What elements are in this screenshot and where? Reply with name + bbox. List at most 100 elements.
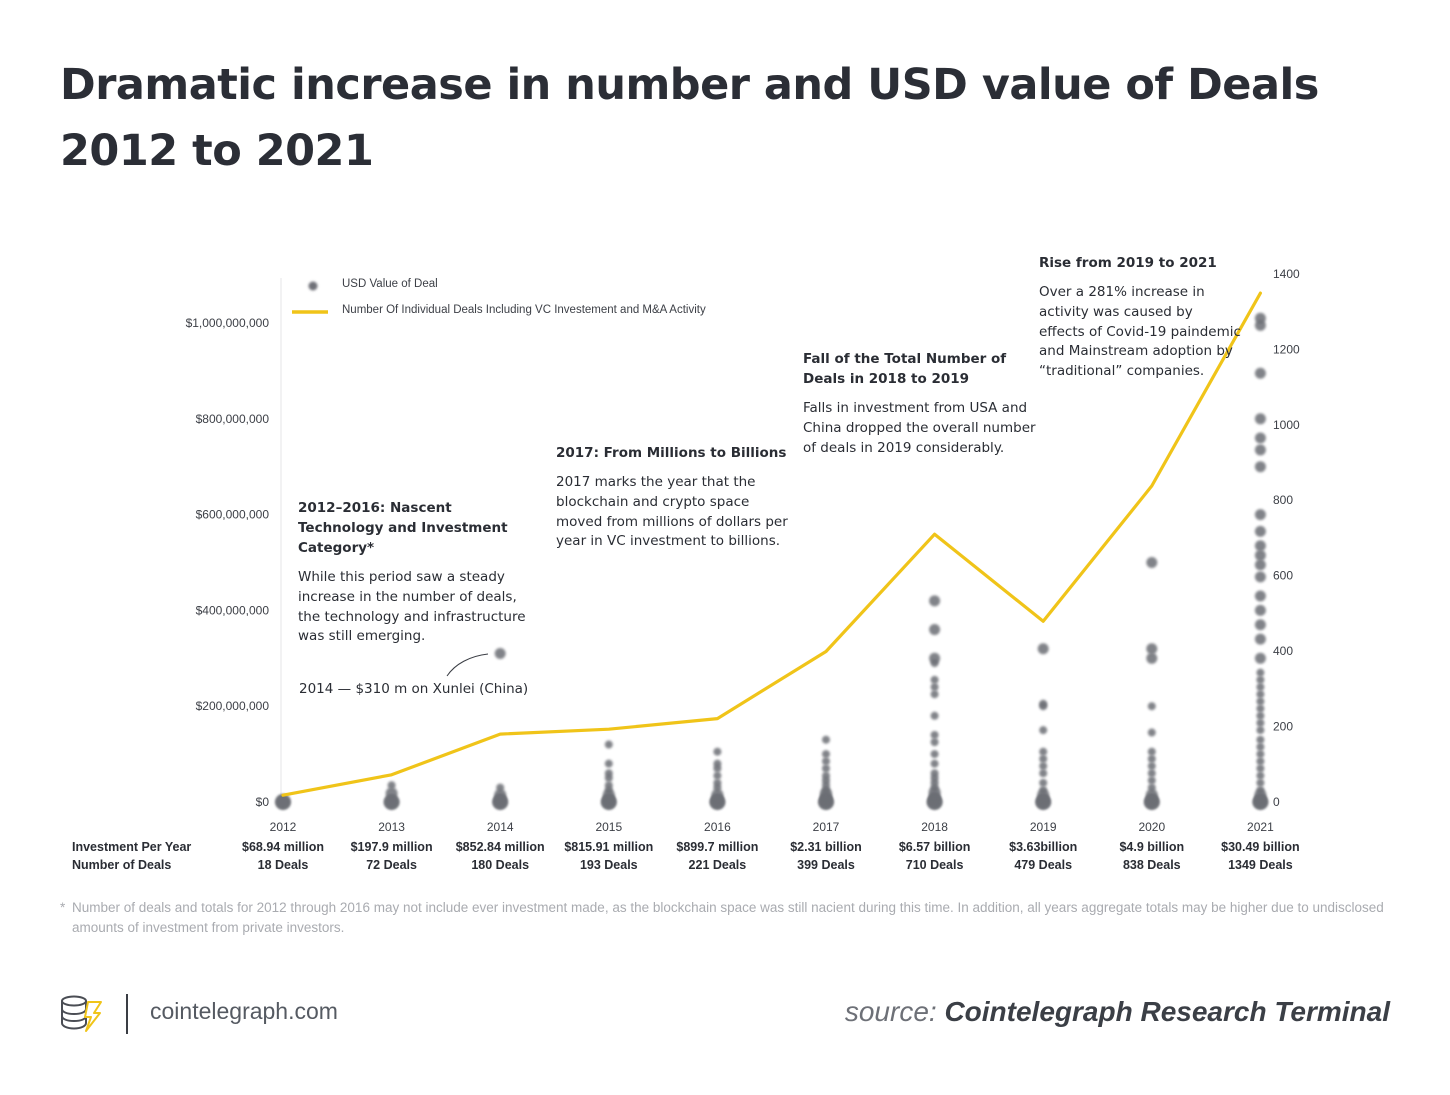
- deal-value-dots: [275, 312, 1268, 810]
- chart-title: Dramatic increase in number and USD valu…: [60, 52, 1390, 184]
- annotation-2018-heading: Fall of the Total Number of Deals in 201…: [803, 351, 1007, 387]
- investment-value: $30.49 billion: [1221, 840, 1300, 854]
- right-tick-label: 1200: [1273, 342, 1300, 356]
- deals-count-value: 399 Deals: [797, 858, 855, 872]
- annotation-2019-2021: Rise from 2019 to 2021 Over a 281% incre…: [1039, 253, 1241, 382]
- deal-value-dot: [929, 595, 941, 607]
- deal-value-dot: [1146, 643, 1158, 655]
- deal-value-dot: [822, 764, 830, 773]
- deal-value-dot: [494, 648, 506, 660]
- deal-value-dot: [604, 740, 613, 749]
- deal-value-dot: [713, 778, 722, 787]
- deal-value-dot: [1254, 619, 1266, 631]
- deals-count-value: 479 Deals: [1014, 858, 1072, 872]
- deal-value-dot: [713, 771, 722, 780]
- deal-value-dot: [1254, 590, 1266, 602]
- deal-value-dot: [496, 783, 505, 792]
- deal-value-dot: [1254, 444, 1266, 456]
- right-tick-label: 200: [1273, 720, 1293, 734]
- title-line-1: Dramatic increase in number and USD valu…: [60, 60, 1319, 110]
- deal-value-dot: [1256, 778, 1265, 787]
- deal-value-dot: [1256, 690, 1265, 699]
- deal-value-dot: [930, 675, 939, 684]
- deal-value-dot: [1256, 757, 1265, 766]
- deal-value-dot: [822, 750, 830, 759]
- x-tick-label: 2013: [378, 820, 405, 834]
- footnote: * Number of deals and totals for 2012 th…: [60, 898, 1400, 937]
- deal-value-dot: [604, 781, 613, 790]
- x-tick-label: 2019: [1030, 820, 1057, 834]
- deal-value-dot: [1256, 711, 1265, 720]
- source-prefix: source:: [844, 996, 937, 1027]
- investment-value: $815.91 million: [564, 840, 653, 854]
- annotation-2012-2016: 2012–2016: Nascent Technology and Invest…: [298, 498, 530, 647]
- deal-value-dot: [930, 711, 939, 720]
- annotation-xunlei-text: 2014 — $310 m on Xunlei (China): [299, 681, 529, 697]
- deal-value-dot: [822, 757, 830, 766]
- deal-value-dot: [930, 683, 939, 692]
- annotation-2021-body: Over a 281% increase in activity was cau…: [1039, 284, 1241, 380]
- right-tick-label: 1400: [1273, 267, 1300, 281]
- title-line-2: 2012 to 2021: [60, 126, 374, 176]
- deal-value-dot: [1256, 718, 1265, 727]
- investment-value: $197.9 million: [351, 840, 433, 854]
- deals-count-value: 193 Deals: [580, 858, 638, 872]
- right-axis-ticks: 0 200 400 600 800 1000 1200 1400: [1273, 267, 1300, 809]
- deal-value-dot: [604, 769, 613, 778]
- deals-count-line: [281, 291, 1262, 797]
- xunlei-callout-line: [446, 653, 489, 677]
- deal-value-dot: [1147, 783, 1156, 792]
- deal-value-dot: [1256, 675, 1265, 684]
- cointelegraph-logo-icon: [61, 995, 102, 1032]
- x-tick-label: 2018: [921, 820, 948, 834]
- deal-value-dot: [713, 747, 722, 756]
- deal-value-dot: [1256, 668, 1265, 677]
- deal-value-dot: [1254, 413, 1266, 425]
- deal-value-dot: [930, 738, 939, 747]
- deal-value-dot: [1256, 704, 1265, 713]
- deal-value-dot: [1039, 754, 1048, 763]
- deals-count-value: 180 Deals: [471, 858, 529, 872]
- annotation-2017-body: 2017 marks the year that the blockchain …: [556, 474, 788, 550]
- deals-count-value: 710 Deals: [906, 858, 964, 872]
- deal-value-dot: [1039, 769, 1048, 778]
- deal-value-dot: [1039, 747, 1048, 756]
- left-tick-label: $600,000,000: [196, 508, 270, 522]
- deal-value-dot: [1254, 604, 1266, 616]
- annotation-2017: 2017: From Millions to Billions 2017 mar…: [556, 443, 796, 552]
- x-tick-label: 2015: [595, 820, 622, 834]
- deal-value-dot: [1037, 643, 1049, 655]
- annotation-2017-heading: 2017: From Millions to Billions: [556, 445, 787, 461]
- deal-value-dot: [1254, 461, 1266, 473]
- deal-value-dot: [930, 730, 939, 739]
- investment-value: $4.9 billion: [1119, 840, 1184, 854]
- bottom-data-rows: Investment Per Year Number of Deals $68.94…: [72, 840, 1300, 872]
- deal-value-dot: [1256, 764, 1265, 773]
- deal-value-dot: [930, 690, 939, 699]
- deal-value-dot: [1254, 312, 1266, 324]
- left-tick-label: $200,000,000: [196, 699, 270, 713]
- investment-value: $852.84 million: [456, 840, 545, 854]
- right-tick-label: 800: [1273, 493, 1293, 507]
- investment-value: $2.31 billion: [790, 840, 862, 854]
- deal-value-dot: [1256, 697, 1265, 706]
- deal-value-dot: [1039, 699, 1048, 708]
- footnote-star: *: [60, 900, 66, 915]
- x-tick-label: 2016: [704, 820, 731, 834]
- x-tick-label: 2017: [813, 820, 840, 834]
- deal-value-dot: [494, 788, 507, 801]
- deal-value-dot: [1039, 786, 1048, 795]
- deals-count-value: 1349 Deals: [1228, 858, 1293, 872]
- deal-value-dot: [1256, 742, 1265, 751]
- deal-value-dot: [822, 771, 830, 780]
- deal-value-dot: [1147, 728, 1156, 737]
- annotation-2012-heading: 2012–2016: Nascent Technology and Invest…: [298, 500, 508, 556]
- deal-value-dot: [1256, 735, 1265, 744]
- investment-value: $6.57 billion: [899, 840, 971, 854]
- left-tick-label: $800,000,000: [196, 412, 270, 426]
- x-tick-label: 2021: [1247, 820, 1274, 834]
- annotation-2018-body: Falls in investment from USA and China d…: [803, 400, 1036, 456]
- deal-value-dot: [822, 735, 830, 744]
- deal-value-dot: [929, 624, 941, 636]
- deal-value-dot: [1254, 509, 1266, 521]
